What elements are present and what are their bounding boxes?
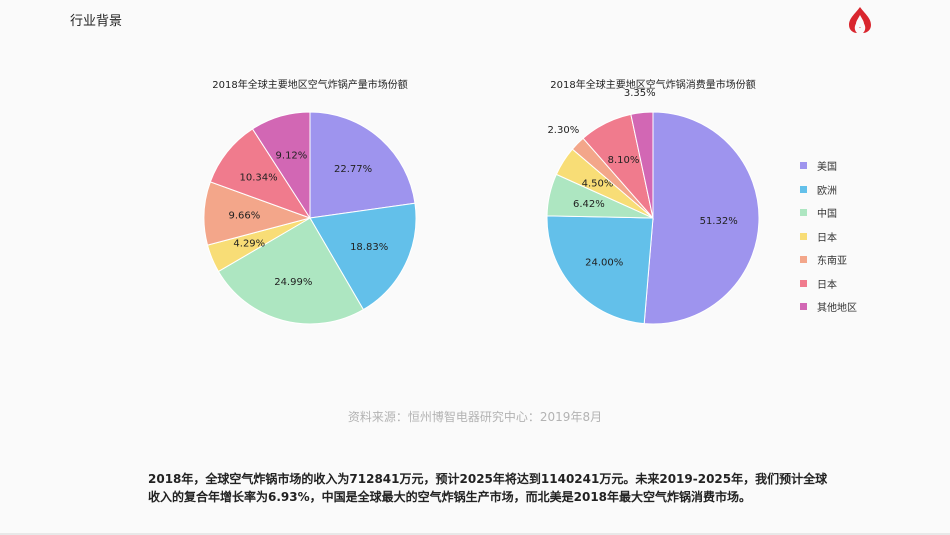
legend-label: 美国 xyxy=(817,162,837,174)
legend-swatch xyxy=(800,279,807,287)
pie-label-0-6: 9.12% xyxy=(276,150,308,161)
legend-swatch xyxy=(800,185,807,193)
pie-label-0-0: 22.77% xyxy=(334,164,372,175)
pie-label-0-1: 18.83% xyxy=(350,242,388,253)
legend-item-6[interactable]: 其他地区 xyxy=(800,295,857,319)
legend-item-2[interactable]: 中国 xyxy=(800,201,857,225)
pie-slice-0-1 xyxy=(309,202,417,311)
pie-label-1-1: 24.00% xyxy=(585,257,623,268)
legend-label: 其他地区 xyxy=(817,303,857,315)
pie-label-0-3: 4.29% xyxy=(233,239,265,250)
section-title: 行业背景 xyxy=(70,14,123,29)
pie-slice-1-0 xyxy=(643,111,760,325)
source-note: 资料来源：恒州博智电器研究中心：2019年8月 xyxy=(347,410,603,424)
legend-swatch xyxy=(800,162,807,170)
pie-label-1-3: 4.50% xyxy=(582,178,614,189)
legend-label: 中国 xyxy=(817,209,837,221)
legend-item-5[interactable]: 日本 xyxy=(800,272,857,296)
legend-label: 日本 xyxy=(817,279,837,291)
legend-swatch xyxy=(800,256,807,264)
chart-legend: 美国 欧洲 中国 日本 东南亚 日本 其他地区 xyxy=(800,154,857,319)
pie-charts: 22.77%18.83%24.99%4.29%9.66%10.34%9.12% … xyxy=(203,88,760,325)
consumption-pie: 51.32% 24.00% 6.42% 4.50% 2.30% 8.10% 3.35% xyxy=(546,88,760,325)
legend-item-1[interactable]: 欧洲 xyxy=(800,178,857,202)
legend-swatch xyxy=(800,232,807,240)
legend-item-0[interactable]: 美国 xyxy=(800,154,857,178)
legend-swatch xyxy=(800,209,807,217)
pie-label-0-5: 10.34% xyxy=(240,173,278,184)
pie-label-1-0: 51.32% xyxy=(700,216,738,227)
pie-slice-1-6 xyxy=(630,111,654,219)
pie-slice-0-6 xyxy=(251,111,311,220)
legend-swatch xyxy=(800,303,807,311)
pie-label-1-4: 2.30% xyxy=(547,125,579,136)
legend-item-4[interactable]: 东南亚 xyxy=(800,248,857,272)
pie-slice-0-5 xyxy=(209,128,312,219)
legend-label: 日本 xyxy=(817,232,837,244)
pie-slice-0-0 xyxy=(309,111,416,219)
brand-flame-logo-icon xyxy=(849,7,871,33)
pie-label-1-5: 8.10% xyxy=(608,155,640,166)
pie-label-0-4: 9.66% xyxy=(228,211,260,222)
pie-label-1-6: 3.35% xyxy=(624,88,656,99)
pie-slice-0-2 xyxy=(217,217,365,325)
legend-label: 欧洲 xyxy=(817,185,837,197)
legend-label: 东南亚 xyxy=(817,256,847,268)
pie-label-1-2: 6.42% xyxy=(573,199,605,210)
production-chart-title: 2018年全球主要地区空气炸锅产量市场份额 xyxy=(212,80,408,91)
production-pie: 22.77% 18.83% 24.99% 4.29% 9.66% 10.34% 9.12% xyxy=(203,111,417,325)
summary-paragraph: 2018年，全球空气炸锅市场的收入为712841万元，预计2025年将达到114… xyxy=(148,472,828,504)
pie-slice-1-1 xyxy=(546,215,654,325)
legend-item-3[interactable]: 日本 xyxy=(800,225,857,249)
pie-label-0-2: 24.99% xyxy=(274,277,312,288)
consumption-chart-title: 2018年全球主要地区空气炸锅消费量市场份额 xyxy=(550,80,756,91)
bottom-divider xyxy=(0,533,950,535)
